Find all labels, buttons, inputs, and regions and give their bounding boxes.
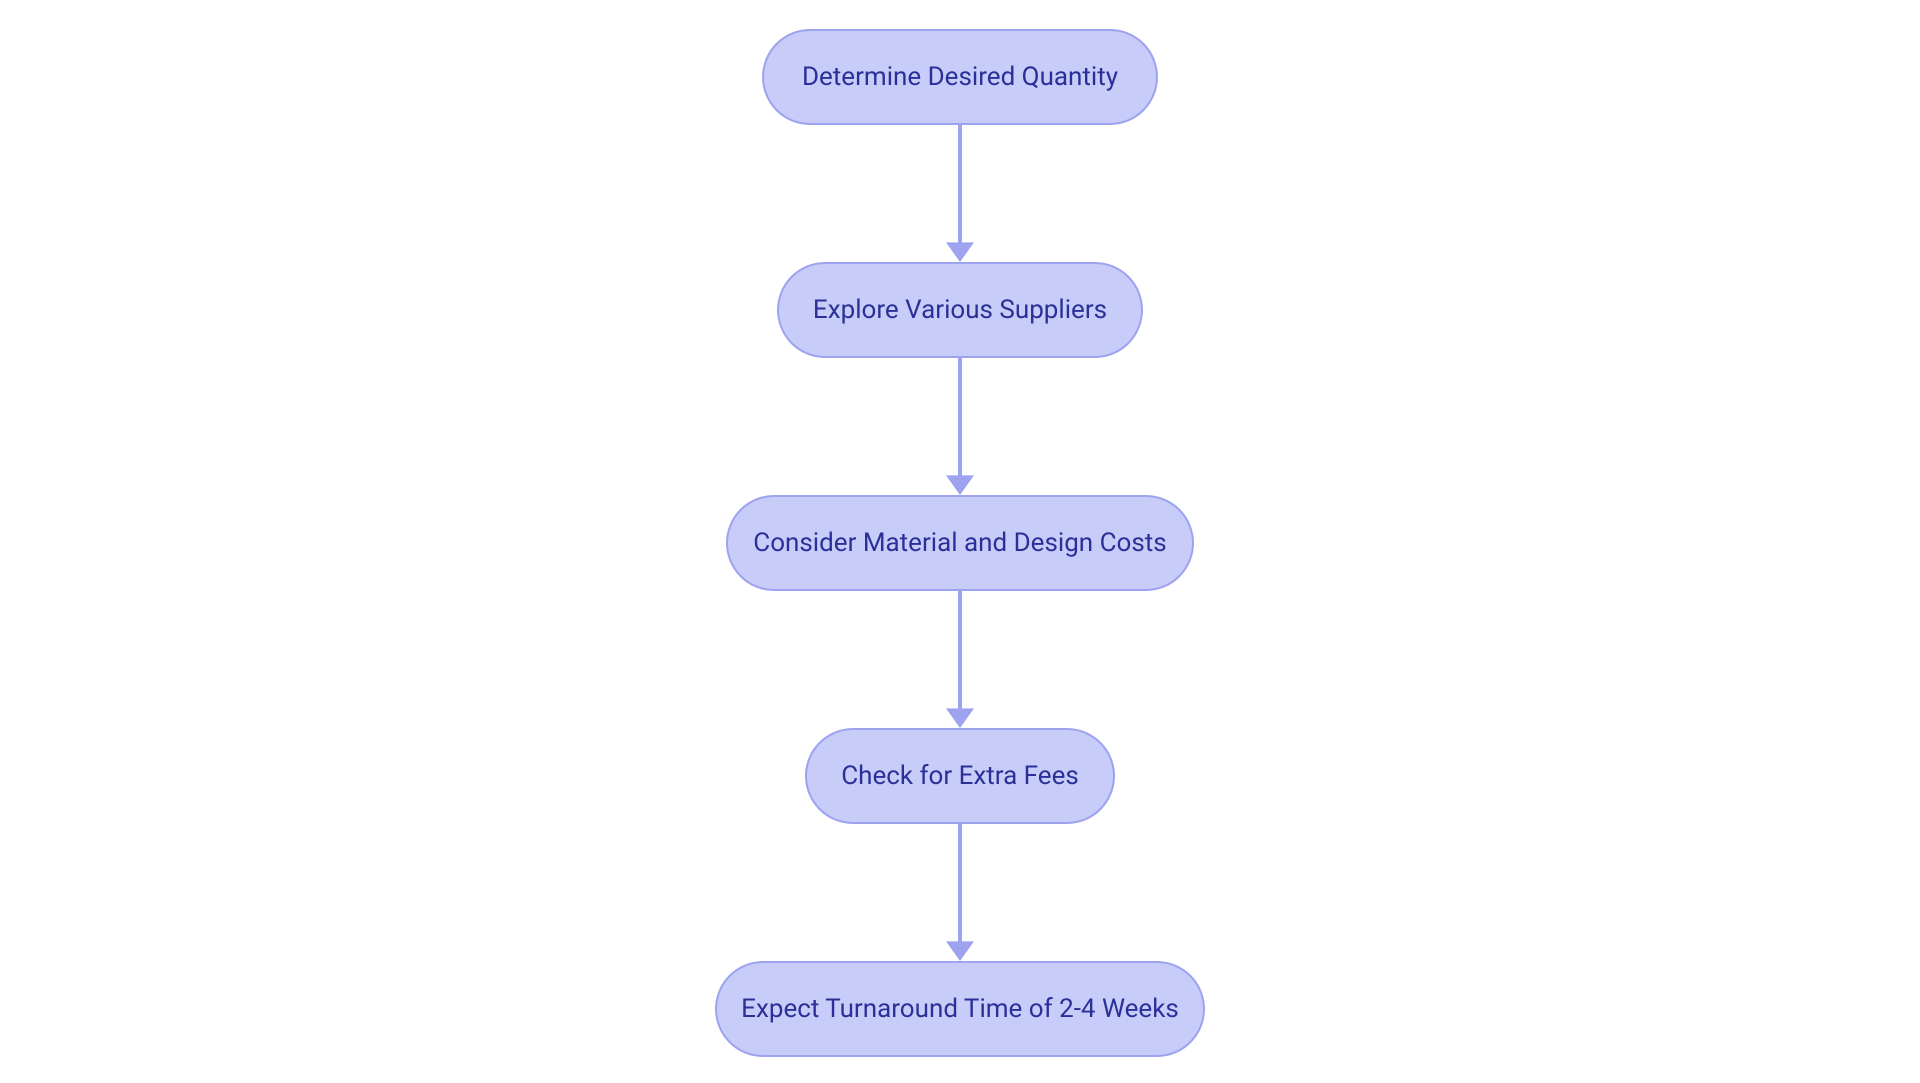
flowchart-arrow-n1-n2 xyxy=(944,125,976,262)
flowchart-arrow-n4-n5 xyxy=(944,824,976,961)
flowchart-node-label: Check for Extra Fees xyxy=(841,761,1079,791)
flowchart-node-n2: Explore Various Suppliers xyxy=(777,262,1143,358)
flowchart-node-label: Expect Turnaround Time of 2-4 Weeks xyxy=(741,994,1179,1024)
flowchart-node-n3: Consider Material and Design Costs xyxy=(726,495,1194,591)
flowchart-node-n4: Check for Extra Fees xyxy=(805,728,1115,824)
flowchart-node-label: Consider Material and Design Costs xyxy=(753,528,1166,558)
flowchart-node-n1: Determine Desired Quantity xyxy=(762,29,1158,125)
flowchart-arrow-n2-n3 xyxy=(944,358,976,495)
flowchart-arrow-n3-n4 xyxy=(944,591,976,728)
flowchart-canvas: Determine Desired Quantity Explore Variou… xyxy=(0,0,1920,1083)
flowchart-node-label: Determine Desired Quantity xyxy=(802,62,1118,92)
flowchart-node-label: Explore Various Suppliers xyxy=(813,295,1107,325)
flowchart-node-n5: Expect Turnaround Time of 2-4 Weeks xyxy=(715,961,1205,1057)
